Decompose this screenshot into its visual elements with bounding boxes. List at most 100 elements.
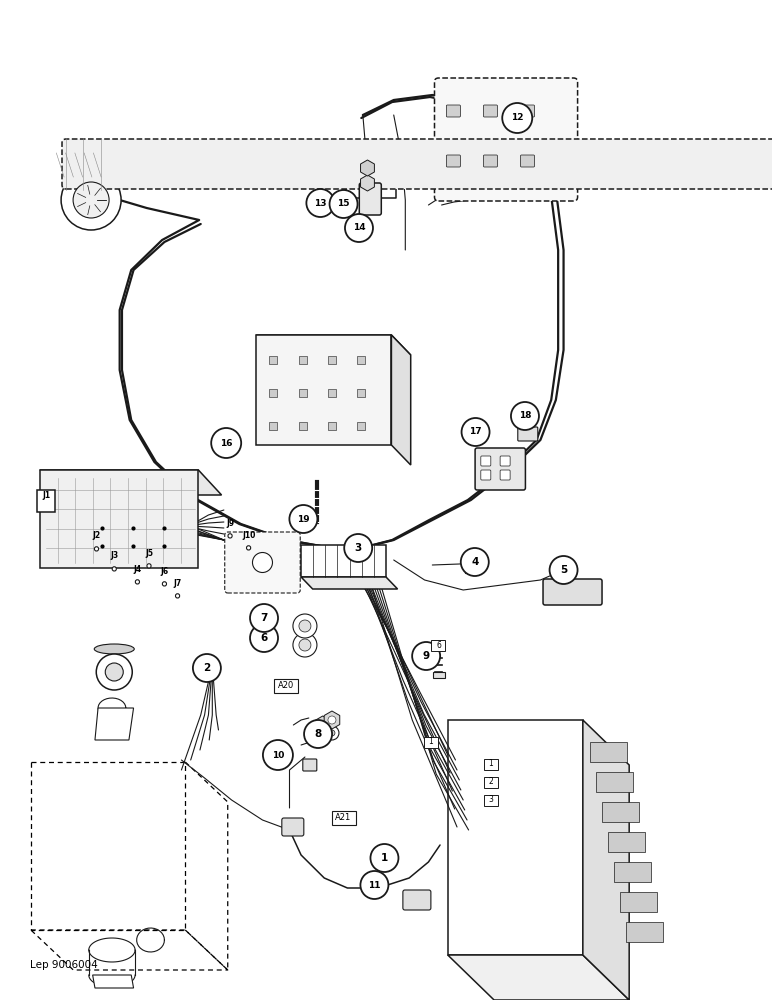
FancyBboxPatch shape	[484, 776, 498, 788]
FancyBboxPatch shape	[112, 567, 117, 571]
FancyBboxPatch shape	[543, 579, 602, 605]
FancyBboxPatch shape	[424, 736, 438, 748]
Text: 1: 1	[428, 738, 433, 746]
Text: 2: 2	[489, 778, 493, 786]
Text: 19: 19	[297, 514, 310, 524]
Polygon shape	[602, 802, 639, 822]
Circle shape	[250, 604, 278, 632]
Circle shape	[306, 189, 334, 217]
Circle shape	[462, 418, 489, 446]
Circle shape	[105, 663, 124, 681]
Text: 2: 2	[203, 663, 211, 673]
Text: A20: A20	[277, 682, 294, 691]
Text: J3: J3	[110, 552, 118, 560]
Circle shape	[293, 614, 317, 638]
Polygon shape	[269, 422, 277, 430]
Polygon shape	[614, 862, 651, 882]
Text: J5: J5	[145, 548, 153, 558]
Text: 4: 4	[471, 557, 479, 567]
Polygon shape	[357, 356, 365, 364]
Polygon shape	[448, 955, 629, 1000]
Text: J9: J9	[226, 518, 234, 528]
Circle shape	[61, 170, 121, 230]
FancyBboxPatch shape	[483, 155, 497, 167]
Circle shape	[550, 556, 577, 584]
Circle shape	[290, 505, 317, 533]
Polygon shape	[299, 422, 306, 430]
FancyBboxPatch shape	[403, 890, 431, 910]
Circle shape	[293, 633, 317, 657]
Polygon shape	[299, 389, 306, 397]
FancyBboxPatch shape	[435, 78, 577, 201]
Circle shape	[330, 190, 357, 218]
Polygon shape	[391, 335, 411, 465]
FancyBboxPatch shape	[175, 594, 180, 598]
FancyBboxPatch shape	[520, 155, 534, 167]
Text: J4: J4	[134, 564, 141, 574]
Circle shape	[252, 552, 273, 572]
FancyBboxPatch shape	[481, 456, 491, 466]
FancyBboxPatch shape	[331, 811, 356, 825]
Polygon shape	[256, 335, 411, 355]
FancyBboxPatch shape	[147, 564, 151, 568]
FancyBboxPatch shape	[446, 105, 460, 117]
Text: J10: J10	[242, 530, 256, 540]
Circle shape	[371, 844, 398, 872]
Polygon shape	[301, 577, 398, 589]
FancyBboxPatch shape	[303, 759, 317, 771]
Circle shape	[503, 103, 532, 133]
Circle shape	[461, 548, 489, 576]
Text: 15: 15	[337, 200, 350, 209]
Text: 1: 1	[381, 853, 388, 863]
Polygon shape	[301, 545, 386, 577]
FancyBboxPatch shape	[246, 546, 251, 550]
FancyBboxPatch shape	[273, 679, 298, 693]
FancyBboxPatch shape	[500, 470, 510, 480]
Circle shape	[212, 428, 241, 458]
Text: Lep 9006004: Lep 9006004	[30, 960, 98, 970]
Text: A21: A21	[335, 813, 352, 822]
FancyBboxPatch shape	[520, 105, 534, 117]
Circle shape	[263, 740, 293, 770]
Circle shape	[511, 402, 539, 430]
Circle shape	[325, 726, 339, 740]
Polygon shape	[357, 389, 365, 397]
Circle shape	[299, 620, 311, 632]
Circle shape	[345, 214, 373, 242]
Polygon shape	[269, 389, 277, 397]
Text: 12: 12	[511, 113, 523, 122]
Polygon shape	[256, 335, 391, 445]
Circle shape	[73, 182, 109, 218]
Circle shape	[250, 624, 278, 652]
Polygon shape	[40, 470, 198, 568]
FancyBboxPatch shape	[359, 183, 381, 215]
Polygon shape	[328, 356, 336, 364]
Text: 3: 3	[489, 796, 493, 804]
Circle shape	[304, 720, 332, 748]
FancyBboxPatch shape	[484, 758, 498, 770]
Polygon shape	[596, 772, 633, 792]
Circle shape	[361, 871, 388, 899]
Text: 18: 18	[519, 411, 531, 420]
FancyBboxPatch shape	[466, 568, 476, 573]
FancyBboxPatch shape	[162, 582, 167, 586]
FancyBboxPatch shape	[518, 427, 538, 441]
FancyBboxPatch shape	[434, 672, 445, 678]
Polygon shape	[299, 356, 306, 364]
Circle shape	[328, 716, 336, 724]
FancyBboxPatch shape	[446, 155, 460, 167]
Polygon shape	[269, 356, 277, 364]
FancyBboxPatch shape	[483, 105, 497, 117]
FancyBboxPatch shape	[432, 640, 445, 650]
Text: 13: 13	[314, 199, 327, 208]
Ellipse shape	[94, 644, 134, 654]
Text: 7: 7	[260, 613, 268, 623]
Polygon shape	[608, 832, 645, 852]
Text: J7: J7	[174, 578, 181, 587]
FancyBboxPatch shape	[282, 818, 304, 836]
Text: 1: 1	[489, 760, 493, 768]
Polygon shape	[40, 470, 222, 495]
Text: 10: 10	[272, 750, 284, 760]
Polygon shape	[95, 708, 134, 740]
Polygon shape	[448, 720, 583, 955]
